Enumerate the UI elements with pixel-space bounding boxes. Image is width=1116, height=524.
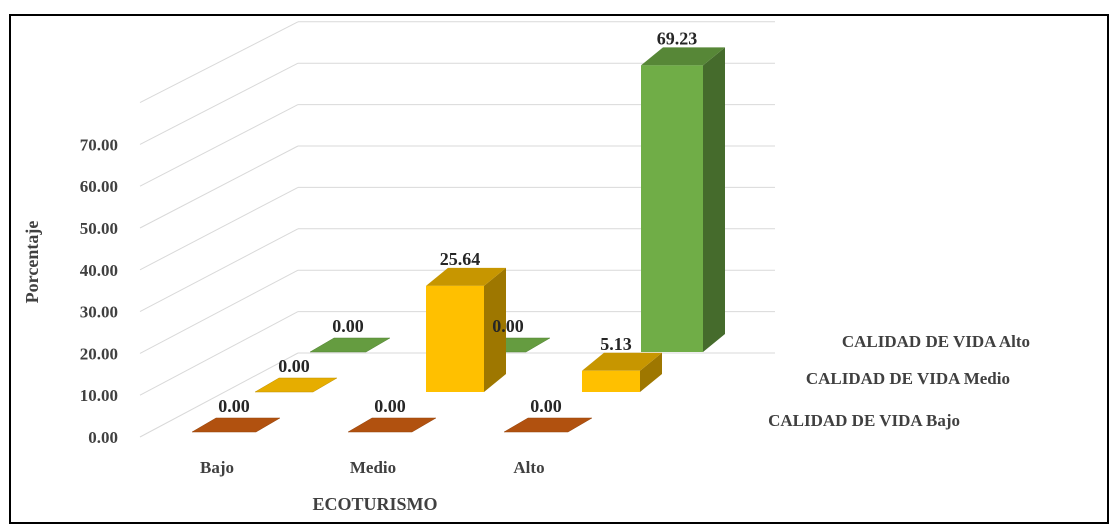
series-name: CALIDAD DE VIDA Alto [842, 332, 1030, 351]
bar [582, 371, 640, 392]
x-category-label: Medio [350, 458, 396, 477]
y-tick-label: 40.00 [80, 261, 118, 280]
series-name: CALIDAD DE VIDA Bajo [768, 411, 960, 430]
bar [641, 65, 703, 352]
bar-zero [192, 418, 280, 432]
y-tick-label: 0.00 [88, 428, 118, 447]
gridline-side [140, 105, 298, 187]
gridline-side [140, 229, 298, 312]
y-tick-label: 50.00 [80, 219, 118, 238]
data-label: 69.23 [657, 28, 698, 48]
data-label: 0.00 [492, 316, 524, 336]
bar-zero [504, 418, 592, 432]
bar-zero [255, 378, 337, 392]
data-label: 5.13 [600, 334, 632, 354]
data-label: 0.00 [332, 316, 364, 336]
data-label: 25.64 [440, 249, 481, 269]
chart-texts: Porcentaje ECOTURISMO 0.00 10.00 20.00 30.0… [22, 28, 1030, 514]
y-tick-label: 70.00 [80, 135, 118, 154]
bar [426, 286, 484, 392]
x-category-label: Alto [513, 458, 544, 477]
bar-zero [310, 338, 390, 352]
data-label: 0.00 [530, 396, 562, 416]
bar-side [703, 47, 725, 352]
data-label: 0.00 [278, 356, 310, 376]
y-tick-label: 20.00 [80, 344, 118, 363]
gridline-side [140, 270, 298, 353]
series-name: CALIDAD DE VIDA Medio [806, 369, 1010, 388]
x-category-label: Bajo [200, 458, 234, 477]
y-tick-label: 30.00 [80, 303, 118, 322]
gridline-side [140, 146, 298, 228]
x-axis-title: ECOTURISMO [312, 494, 437, 514]
gridline-side [140, 22, 298, 103]
gridline-side [140, 63, 298, 144]
y-axis-title: Porcentaje [22, 221, 42, 304]
y-tick-label: 60.00 [80, 177, 118, 196]
y-tick-label: 10.00 [80, 386, 118, 405]
gridline-side [140, 187, 298, 269]
bar-zero [348, 418, 436, 432]
data-label: 0.00 [218, 396, 250, 416]
data-label: 0.00 [374, 396, 406, 416]
